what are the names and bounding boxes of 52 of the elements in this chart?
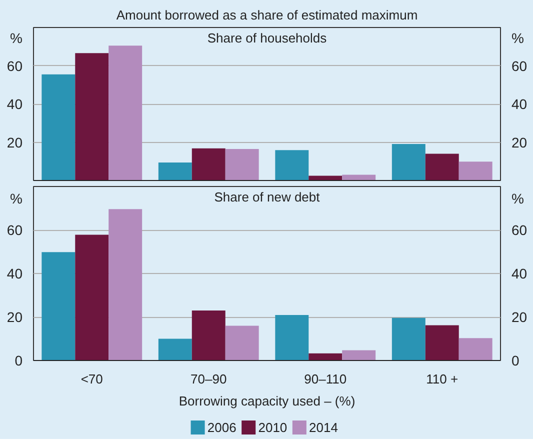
bar	[158, 162, 192, 180]
y2-tick-label: 60	[512, 58, 528, 74]
y2-tick-label: 40	[512, 266, 528, 282]
y2-axis-title: %	[512, 190, 524, 207]
bar	[108, 46, 142, 180]
bar	[225, 326, 259, 360]
bar	[425, 325, 459, 360]
bar	[392, 144, 426, 180]
x-tick-label: 110 +	[426, 372, 458, 386]
y-axis-title: %	[10, 30, 23, 46]
y-tick-label: 20	[6, 309, 23, 325]
bar	[392, 318, 426, 360]
chart-title: Amount borrowed as a share of estimated maximum	[116, 8, 418, 22]
y-tick-label: 60	[6, 58, 23, 74]
bar	[158, 338, 192, 360]
y2-tick-label: 40	[512, 96, 528, 112]
x-tick-label: <70	[80, 372, 103, 386]
bar	[42, 252, 76, 360]
y2-tick-label: 60	[512, 222, 528, 238]
bar	[308, 176, 342, 180]
legend-label: 2010	[258, 420, 288, 435]
y-tick-label: 40	[6, 96, 23, 112]
bar	[458, 338, 492, 360]
y-tick-label: 20	[6, 134, 23, 150]
bar	[425, 154, 459, 180]
y2-tick-label: 20	[512, 309, 528, 325]
legend-label: 2006	[207, 420, 236, 435]
y-axis-title: %	[10, 190, 23, 207]
y-tick-label: 40	[6, 266, 23, 282]
bar	[308, 353, 342, 360]
x-axis-title: Borrowing capacity used – (%)	[178, 394, 356, 408]
y2-tick-label: 0	[512, 352, 520, 368]
bar	[75, 53, 109, 180]
bar	[108, 209, 142, 360]
bar	[275, 150, 309, 180]
bar	[225, 148, 259, 180]
bar	[275, 315, 309, 360]
bar	[192, 310, 226, 360]
y2-tick-label: 20	[512, 134, 528, 150]
chart-subtitle: Share of households	[207, 30, 328, 46]
bar	[192, 148, 226, 180]
legend-label: 2014	[309, 420, 338, 435]
y-tick-label: 60	[6, 222, 23, 238]
x-tick-label: 90–110	[304, 372, 347, 386]
y-tick-label: 0	[14, 352, 23, 368]
bar	[42, 74, 76, 180]
chart-title: Share of new debt	[214, 190, 320, 204]
x-tick-label: 70–90	[190, 372, 227, 386]
y2-axis-title: %	[512, 30, 524, 46]
bar	[342, 350, 376, 360]
bar	[75, 234, 109, 360]
bar	[458, 162, 492, 180]
